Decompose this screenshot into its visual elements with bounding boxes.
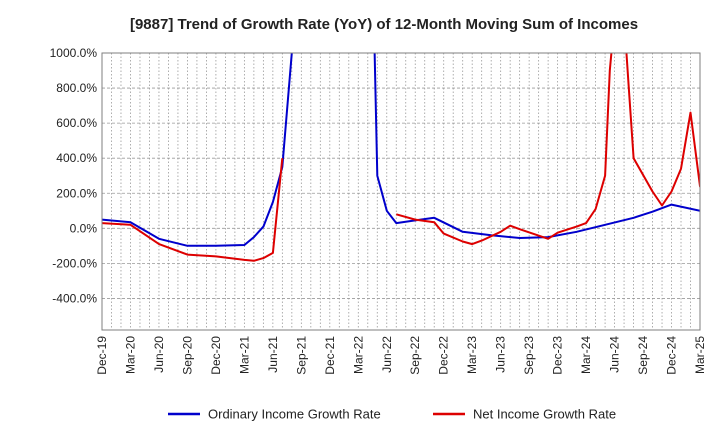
x-tick-label: Jun-20 [152, 336, 166, 373]
x-tick-label: Dec-24 [665, 336, 679, 375]
x-tick-label: Jun-21 [266, 336, 280, 373]
x-tick-label: Mar-22 [351, 336, 365, 374]
y-tick-label: -200.0% [52, 256, 97, 270]
x-tick-label: Dec-21 [323, 336, 337, 375]
x-tick-label: Mar-23 [465, 336, 479, 374]
y-tick-label: -400.0% [52, 291, 97, 305]
series-lines [102, 53, 700, 262]
y-tick-label: 800.0% [56, 81, 97, 95]
x-tick-label: Sep-21 [294, 336, 308, 375]
y-axis-ticks: 1000.0% 800.0% 600.0% 400.0% 200.0% 0.0% -200.… [50, 46, 98, 305]
y-tick-label: 0.0% [70, 221, 98, 235]
y-tick-label: 1000.0% [50, 46, 98, 60]
legend: Ordinary Income Growth Rate Net Income Gr… [168, 407, 616, 422]
y-tick-label: 200.0% [56, 186, 97, 200]
y-tick-label: 600.0% [56, 116, 97, 130]
grid [101, 52, 701, 330]
series-line-net-income [102, 53, 700, 262]
x-tick-label: Dec-22 [437, 336, 451, 375]
x-tick-label: Mar-25 [693, 336, 707, 374]
x-tick-label: Mar-24 [579, 336, 593, 374]
legend-label: Net Income Growth Rate [473, 407, 616, 422]
x-tick-label: Sep-20 [180, 336, 194, 375]
y-tick-label: 400.0% [56, 151, 97, 165]
legend-label: Ordinary Income Growth Rate [208, 407, 381, 422]
plot-frame [101, 52, 701, 331]
x-tick-label: Mar-20 [123, 336, 137, 374]
x-tick-label: Dec-23 [551, 336, 565, 375]
x-tick-label: Sep-23 [522, 336, 536, 375]
x-tick-label: Jun-24 [608, 336, 622, 373]
x-tick-label: Mar-21 [237, 336, 251, 374]
x-tick-label: Dec-19 [95, 336, 109, 375]
x-axis-ticks: Dec-19 Mar-20 Jun-20 Sep-20 Dec-20 Mar-21 Jun-… [95, 336, 707, 375]
x-tick-label: Sep-22 [408, 336, 422, 375]
series-line-ordinary-income [102, 53, 700, 247]
x-tick-label: Jun-22 [380, 336, 394, 373]
x-tick-label: Jun-23 [494, 336, 508, 373]
x-tick-label: Dec-20 [209, 336, 223, 375]
x-tick-label: Sep-24 [636, 336, 650, 375]
chart-title: [9887] Trend of Growth Rate (YoY) of 12-… [130, 16, 638, 33]
